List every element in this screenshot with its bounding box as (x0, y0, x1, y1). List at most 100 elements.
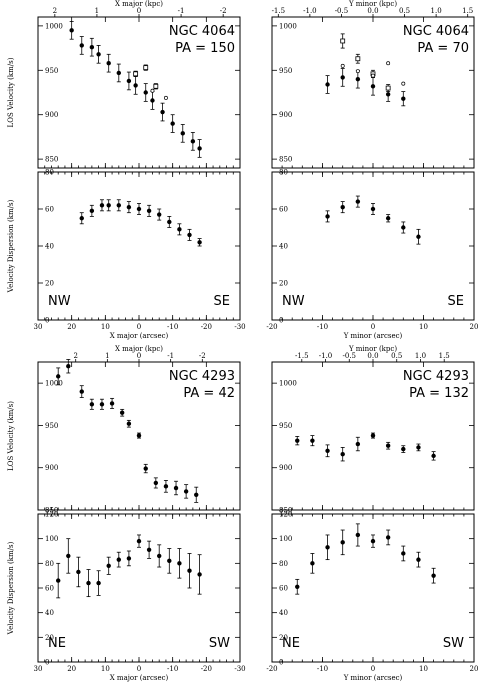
data-point-7-1-8 (126, 556, 132, 561)
top-axis-label: X major (kpc) (115, 0, 163, 8)
orientation-left: NW (48, 294, 71, 309)
top-axis-tick-label: 1.5 (439, 352, 450, 360)
data-point-6-1-9 (416, 445, 421, 450)
orientation-right: SW (443, 636, 464, 651)
top-axis-tick-label: 0.5 (391, 352, 402, 360)
data-point-1-1-13 (180, 131, 185, 136)
orientation-left: NE (282, 636, 300, 651)
data-point-2-3-3 (371, 73, 375, 78)
data-point-1-1-5 (106, 60, 111, 66)
orientation-right: SE (448, 294, 464, 309)
data-point-2-1-2 (340, 75, 345, 80)
data-point-2-1-3 (355, 76, 361, 82)
y-tick-label: 900 (45, 111, 58, 119)
data-point-1-1-8 (133, 83, 138, 88)
x-tick-label: 10 (101, 323, 110, 331)
top-axis-tick-label: -1 (178, 7, 185, 15)
position-angle: PA = 132 (409, 386, 469, 401)
position-angle: PA = 42 (183, 386, 235, 401)
data-point-1-1-9 (143, 90, 148, 95)
x-tick-label: 0 (371, 323, 375, 331)
y-tick-label: 900 (279, 111, 292, 119)
top-axis-label: Y minor (kpc) (348, 345, 397, 353)
x-tick-label: 20 (67, 665, 76, 673)
data-point-4-1-5 (385, 216, 391, 221)
top-axis-tick-label: -2 (220, 7, 227, 15)
data-point-7-1-3 (76, 569, 81, 575)
data-point-7-1-6 (106, 563, 111, 568)
data-point-1-1-2 (79, 43, 84, 48)
data-point-6-1-7 (385, 443, 391, 448)
data-point-8-1-7 (385, 535, 391, 540)
y-tick-label: 40 (45, 609, 54, 617)
y-tick-label: 60 (279, 206, 288, 214)
top-axis-tick-label: -1 (167, 352, 174, 360)
y-tick-label: 850 (279, 156, 292, 164)
y-tick-label: 900 (45, 464, 58, 472)
data-point-1-1-1 (69, 28, 74, 33)
top-axis-tick-label: -1.5 (272, 7, 286, 15)
x-tick-label: 10 (419, 323, 428, 331)
y-tick-label: 850 (45, 156, 58, 164)
data-point-1-1-14 (190, 139, 196, 144)
top-axis-tick-label: 0.0 (367, 352, 378, 360)
data-point-3-1-2 (89, 208, 95, 214)
data-point-5-1-3 (79, 389, 84, 394)
x-tick-label: 30 (34, 323, 43, 331)
data-point-5-1-12 (163, 484, 169, 489)
y-tick-label: 100 (45, 535, 58, 543)
y-axis-label: LOS Velocity (km/s) (7, 401, 15, 471)
x-tick-label: 10 (101, 665, 110, 673)
data-point-8-1-5 (355, 532, 361, 538)
data-point-2-3-1 (340, 63, 345, 68)
position-angle: PA = 70 (417, 41, 469, 56)
data-point-7-1-5 (96, 580, 101, 586)
data-point-7-1-11 (157, 553, 162, 559)
data-point-1-1-3 (89, 45, 95, 50)
y-tick-label: 1000 (279, 380, 297, 388)
data-point-6-1-5 (355, 441, 361, 447)
x-axis-label: X major (arcsec) (110, 332, 169, 340)
x-tick-label: 0 (137, 323, 141, 331)
data-point-8-1-3 (325, 545, 330, 550)
data-point-2-1-1 (325, 82, 330, 87)
top-axis-tick-label: -1.5 (295, 352, 309, 360)
data-point-6-1-3 (325, 448, 330, 453)
y-tick-label: 40 (279, 609, 288, 617)
orientation-right: SE (214, 294, 230, 309)
data-point-4-1-1 (325, 214, 330, 219)
data-point-8-1-4 (340, 540, 345, 545)
data-point-5-1-5 (99, 402, 105, 407)
galaxy-name: NGC 4293 (169, 369, 235, 384)
x-axis-label: Y minor (arcsec) (343, 332, 403, 340)
orientation-left: NE (48, 636, 66, 651)
data-point-2-1-5 (385, 92, 391, 97)
data-point-1-3-1 (150, 88, 155, 93)
x-tick-label: 10 (419, 665, 428, 673)
data-point-5-1-7 (119, 410, 125, 415)
data-point-2-3-2 (355, 69, 360, 74)
data-point-1-3-2 (163, 95, 168, 100)
y-tick-label: 0 (45, 317, 49, 325)
y-tick-label: 80 (45, 169, 54, 177)
data-point-6-1-4 (340, 451, 345, 457)
y-tick-label: 60 (45, 206, 54, 214)
data-point-5-1-10 (143, 466, 148, 471)
top-axis-tick-label: 0 (137, 7, 141, 15)
data-point-3-1-7 (136, 206, 142, 212)
galaxy-name: NGC 4293 (403, 369, 469, 384)
y-axis-label: Velocity Dispersion (km/s) (7, 199, 15, 293)
y-tick-label: 950 (279, 67, 292, 75)
galaxy-name: NGC 4064 (169, 24, 235, 39)
data-point-3-1-13 (197, 240, 202, 245)
data-point-1-1-12 (170, 121, 175, 126)
y-tick-label: 900 (279, 464, 292, 472)
data-point-5-1-14 (183, 489, 189, 494)
top-axis-tick-label: 1.0 (431, 7, 442, 15)
y-tick-label: 40 (279, 243, 288, 251)
x-tick-label: -20 (266, 323, 277, 331)
y-tick-label: 20 (45, 634, 54, 642)
x-tick-label: 20 (470, 665, 479, 673)
data-point-1-1-7 (126, 78, 132, 84)
x-tick-label: -10 (317, 665, 328, 673)
